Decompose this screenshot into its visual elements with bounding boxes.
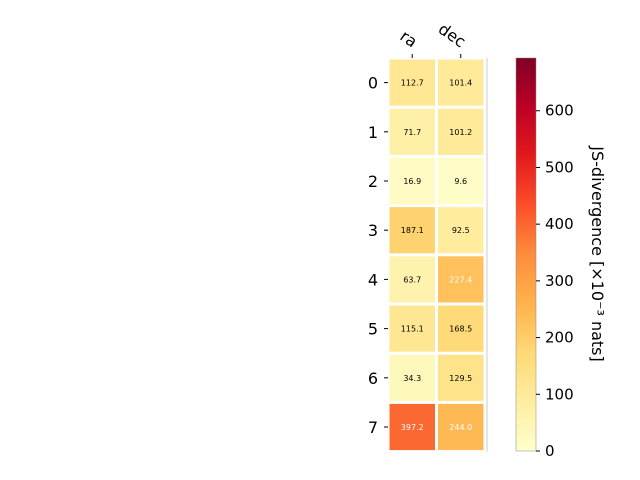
column-labels: ra dec (397, 19, 469, 58)
cell-value-label: 187.1 (401, 226, 424, 235)
colorbar-tick-label: 0 (545, 442, 555, 460)
cell-value-label: 92.5 (452, 226, 470, 235)
cell-value-label: 168.5 (449, 325, 472, 334)
colorbar: 0 100 200 300 400 500 600 JS-divergence [×10⁻³… (515, 57, 607, 460)
colorbar-gradient (515, 57, 537, 452)
colorbar-ticks: 0 100 200 300 400 500 600 (536, 102, 574, 460)
cell-value-label: 115.1 (401, 325, 424, 334)
column-label: ra (397, 26, 421, 51)
heatmap-cell (438, 305, 484, 352)
heatmap-cell (438, 108, 484, 155)
column-label: dec (435, 19, 469, 51)
heatmap-cell (389, 305, 435, 352)
colorbar-tick-label: 100 (545, 385, 574, 403)
heatmap-cell (389, 59, 435, 106)
colorbar-tick-label: 500 (545, 158, 574, 176)
colorbar-tick-label: 200 (545, 329, 574, 347)
cell-value-label: 9.6 (454, 177, 467, 186)
heatmap-cell (389, 256, 435, 303)
heatmap-cell (438, 256, 484, 303)
cell-value-label: 129.5 (449, 374, 472, 383)
cell-value-label: 63.7 (403, 275, 421, 284)
heatmap-cell (438, 354, 484, 401)
cell-value-label: 34.3 (403, 374, 421, 383)
cell-value-label: 71.7 (403, 128, 421, 137)
cell-value-label: 244.0 (449, 423, 472, 432)
row-label: 7 (368, 418, 378, 437)
heatmap-cell (389, 157, 435, 205)
heatmap-cell (438, 403, 484, 451)
cell-value-label: 112.7 (401, 79, 424, 88)
row-label: 0 (368, 74, 378, 93)
cell-value-label: 101.2 (449, 128, 472, 137)
heatmap-cell (389, 108, 435, 155)
colorbar-tick-label: 400 (545, 215, 574, 233)
row-label: 2 (368, 172, 378, 191)
heatmap-cells: 112.7 101.4 71.7 101.2 16.9 9.6 187.1 92.5 63.7 2… (389, 58, 488, 452)
row-label: 6 (368, 369, 378, 388)
colorbar-tick-label: 300 (545, 272, 574, 290)
row-label: 1 (368, 123, 378, 142)
row-label: 3 (368, 221, 378, 240)
heatmap-cell (438, 207, 484, 254)
row-label: 5 (368, 320, 378, 339)
row-label: 4 (368, 270, 378, 289)
heatmap-cell (389, 403, 435, 451)
colorbar-tick-label: 600 (545, 102, 574, 120)
cell-value-label: 101.4 (449, 79, 472, 88)
heatmap-cell (389, 207, 435, 254)
heatmap-cell (438, 157, 484, 205)
cell-value-label: 227.4 (449, 275, 472, 284)
cell-value-label: 397.2 (401, 423, 424, 432)
cell-value-label: 16.9 (403, 177, 421, 186)
row-labels: 0 1 2 3 4 5 6 7 (368, 74, 388, 437)
colorbar-label: JS-divergence [×10⁻³ nats] (588, 145, 607, 361)
heatmap-cell (438, 59, 484, 106)
heatmap-cell (389, 354, 435, 401)
